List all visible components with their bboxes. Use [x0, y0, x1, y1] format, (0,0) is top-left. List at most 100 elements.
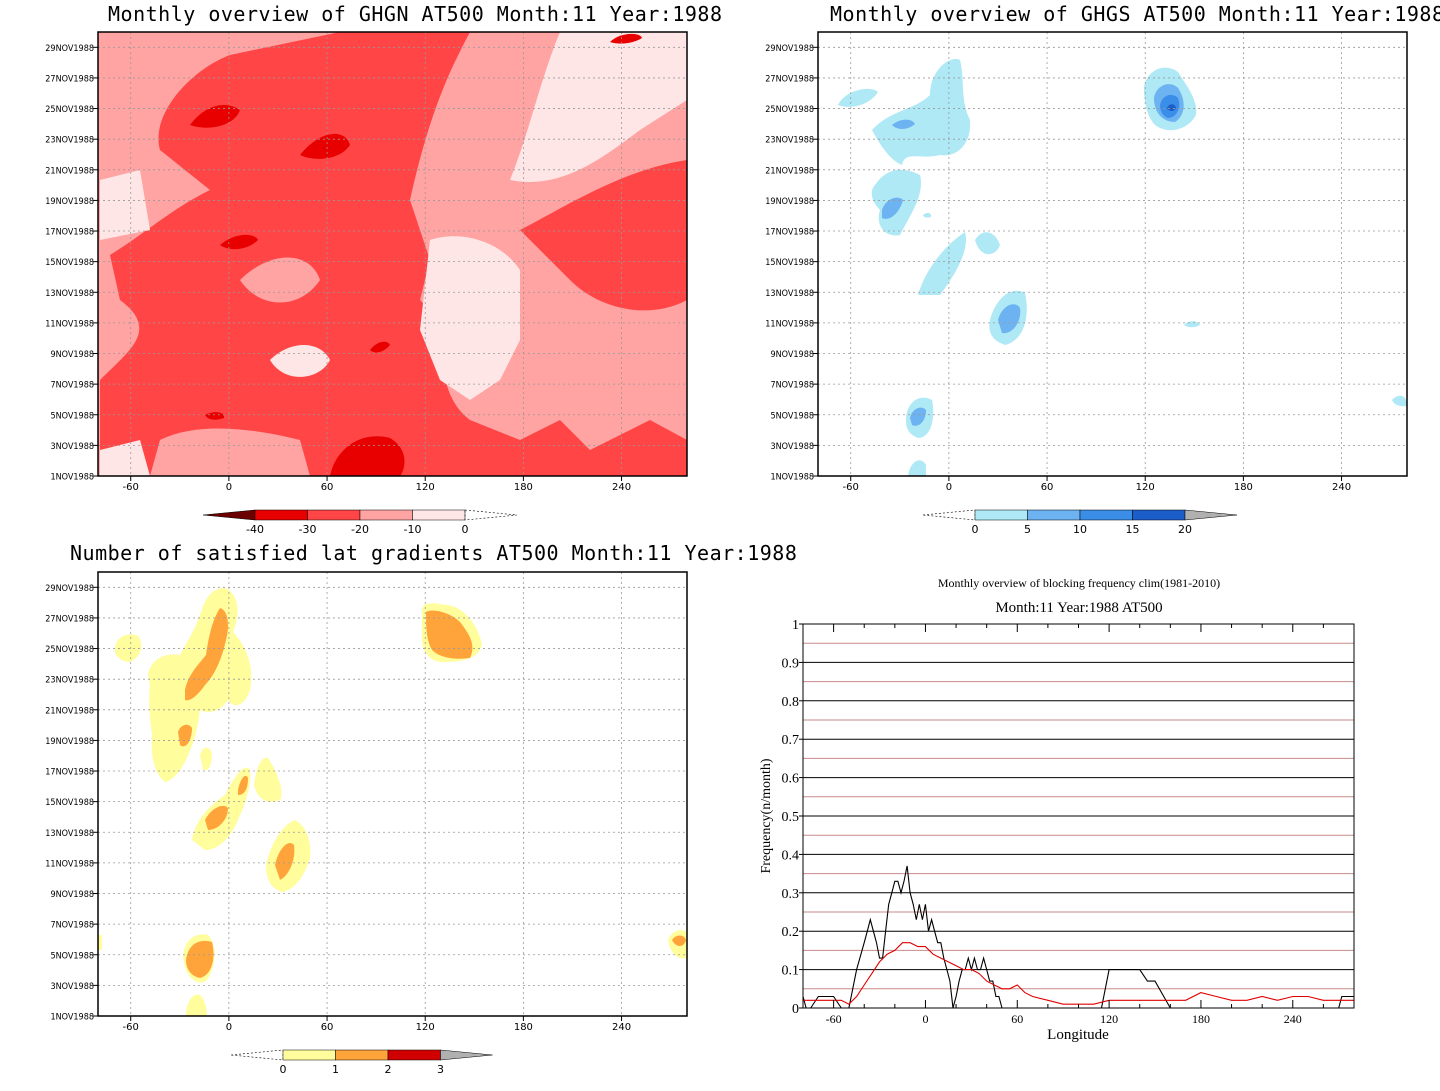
ghgn-colorbar-swatch	[254, 509, 308, 521]
ghgn-title: Monthly overview of GHGN AT500 Month:11 …	[108, 2, 723, 26]
ghgn-contour-light	[150, 428, 310, 476]
latgrad-ytick-label: 25NOV1988	[45, 645, 94, 655]
ghgn-colorbar-label: -40	[246, 523, 264, 536]
ghgn-xtick-label: 120	[416, 482, 435, 493]
latgrad-xtick-label: 120	[416, 1022, 435, 1033]
ghgn-ytick-label: 5NOV1988	[50, 411, 94, 421]
latgrad-ytick-label: 23NOV1988	[45, 676, 94, 686]
latgrad-contour-mid	[186, 940, 214, 978]
latgrad-xtick-label: 180	[514, 1022, 533, 1033]
ghgn-ytick-label: 9NOV1988	[50, 350, 94, 360]
ghgs-colorbar-swatch	[1079, 509, 1133, 521]
latgrad-ytick-label: 1NOV1988	[50, 1013, 94, 1023]
blocking-chart-ticks: -60 0 60 120 180 240 0 0.1 0.2 0.3 0.4 0.5 0.6 0.7 0.8…	[782, 618, 1355, 1026]
ghgs-contour-max	[1167, 104, 1176, 111]
ghgn-contour-pale	[100, 440, 150, 476]
ghgs-colorbar-swatch	[974, 509, 1028, 521]
blocking-ytick-label: 0.9	[782, 656, 800, 671]
ghgs-colorbar-label: 10	[1073, 523, 1087, 536]
ghgs-colorbar-label: 15	[1126, 523, 1140, 536]
latgrad-colorbar-label: 2	[385, 1063, 392, 1076]
blocking-xtick-label: 0	[922, 1012, 928, 1026]
latgrad-xtick-label: 0	[226, 1022, 232, 1033]
ghgs-contour-light	[1392, 395, 1407, 407]
latgrad-colorbar-label: 3	[437, 1063, 444, 1076]
blocking-xtick-label: 240	[1284, 1012, 1302, 1026]
blocking-series-line-2	[803, 942, 1354, 1005]
blocking-xtick-label: 60	[1011, 1012, 1023, 1026]
ghgs-contour-mid	[998, 304, 1021, 334]
ghgs-ytick-label: 27NOV1988	[765, 74, 814, 84]
blocking-ytick-label: 0.3	[782, 887, 800, 902]
latgrad-map: -60 0 60 120 180 240 1NOV1988 3NOV1988 5NOV1988 7…	[45, 571, 688, 1033]
blocking-ytick-label: 1	[792, 618, 799, 633]
latgrad-xtick-label: 60	[321, 1022, 334, 1033]
ghgs-contour-light	[872, 59, 971, 165]
blocking-ytick-label: 0	[792, 1002, 799, 1017]
ghgn-map: -60 0 60 120 180 240 1NOV1988 3NOV1988 5NOV1988 7…	[45, 31, 688, 493]
ghgs-ytick-label: 5NOV1988	[770, 411, 814, 421]
ghgs-ytick-label: 19NOV1988	[765, 197, 814, 207]
ghgn-frame	[97, 31, 688, 477]
latgrad-ytick-label: 11NOV1988	[45, 859, 94, 869]
latgrad-ytick-label: 27NOV1988	[45, 614, 94, 624]
blocking-chart-title: Monthly overview of blocking frequency c…	[938, 576, 1220, 590]
ghgn-ytick-label: 7NOV1988	[50, 381, 94, 391]
latgrad-xtick-label: -60	[123, 1022, 139, 1033]
latgrad-title: Number of satisfied lat gradients AT500 …	[70, 541, 798, 565]
ghgn-contour-dark	[300, 133, 350, 159]
latgrad-ytick-label: 21NOV1988	[45, 706, 94, 716]
ghgn-colorbar: -40 -30 -20 -10 0	[202, 509, 518, 536]
latgrad-contour-mid	[275, 842, 295, 880]
ghgs-contour-light	[838, 88, 878, 107]
latgrad-ytick-label: 13NOV1988	[45, 829, 94, 839]
ghgs-colorbar-label: 5	[1024, 523, 1031, 536]
latgrad-ytick-label: 19NOV1988	[45, 737, 94, 747]
ghgn-ytick-label: 25NOV1988	[45, 105, 94, 115]
ghgs-xtick-label: 180	[1234, 482, 1253, 493]
latgrad-contour-low	[186, 994, 207, 1016]
ghgs-title: Monthly overview of GHGS AT500 Month:11 …	[830, 2, 1440, 26]
ghgs-contour-light	[918, 232, 966, 295]
blocking-xtick-label: 120	[1100, 1012, 1118, 1026]
ghgn-xtick-label: 60	[321, 482, 334, 493]
ghgs-contour-mid	[882, 197, 903, 219]
ghgn-ytick-label: 1NOV1988	[50, 473, 94, 483]
ghgs-grid	[818, 32, 1407, 476]
latgrad-colorbar-swatch	[282, 1049, 336, 1061]
ghgs-ytick-label: 21NOV1988	[765, 166, 814, 176]
ghgs-ytick-label: 9NOV1988	[770, 350, 814, 360]
latgrad-ytick-label: 9NOV1988	[50, 890, 94, 900]
latgrad-frame	[97, 571, 688, 1017]
blocking-series-line-1	[802, 865, 1354, 1009]
ghgn-ytick-label: 23NOV1988	[45, 136, 94, 146]
latgrad-ytick-label: 3NOV1988	[50, 982, 94, 992]
ghgs-ytick-label: 15NOV1988	[765, 258, 814, 268]
ghgn-ytick-label: 27NOV1988	[45, 74, 94, 84]
ghgs-contour-mid	[892, 119, 915, 130]
latgrad-contour-low	[98, 935, 102, 950]
latgrad-contour-low	[200, 747, 212, 771]
ghgs-frame	[817, 31, 1408, 477]
blocking-ytick-label: 0.2	[782, 925, 800, 940]
ghgn-colorbar-swatch	[307, 509, 361, 521]
ghgs-ytick-label: 23NOV1988	[765, 136, 814, 146]
ghgn-ytick-label: 17NOV1988	[45, 228, 94, 238]
ghgn-ytick-label: 19NOV1988	[45, 197, 94, 207]
ghgs-colorbar: 0 5 10 15 20	[922, 509, 1238, 536]
latgrad-contour-mid	[205, 805, 228, 830]
latgrad-ytick-label: 15NOV1988	[45, 798, 94, 808]
latgrad-ytick-label: 29NOV1988	[45, 584, 94, 594]
ghgn-contour-pale	[270, 345, 330, 377]
ghgn-contour-medium	[100, 32, 687, 476]
ghgs-colorbar-label: 20	[1178, 523, 1192, 536]
ghgs-ytick-label: 7NOV1988	[770, 381, 814, 391]
latgrad-colorbar-label: 1	[332, 1063, 339, 1076]
ghgs-axis-ticks: -60 0 60 120 180 240 1NOV1988 3NOV1988 5NOV1988 7…	[765, 44, 1351, 493]
latgrad-contour-mid	[185, 608, 228, 701]
ghgn-xtick-label: 180	[514, 482, 533, 493]
latgrad-colorbar-lowend	[230, 1049, 284, 1061]
ghgs-map: -60 0 60 120 180 240 1NOV1988 3NOV1988 5NOV1988 7…	[765, 31, 1408, 493]
latgrad-contour-mid	[238, 775, 248, 795]
ghgn-colorbar-highend	[464, 509, 518, 521]
